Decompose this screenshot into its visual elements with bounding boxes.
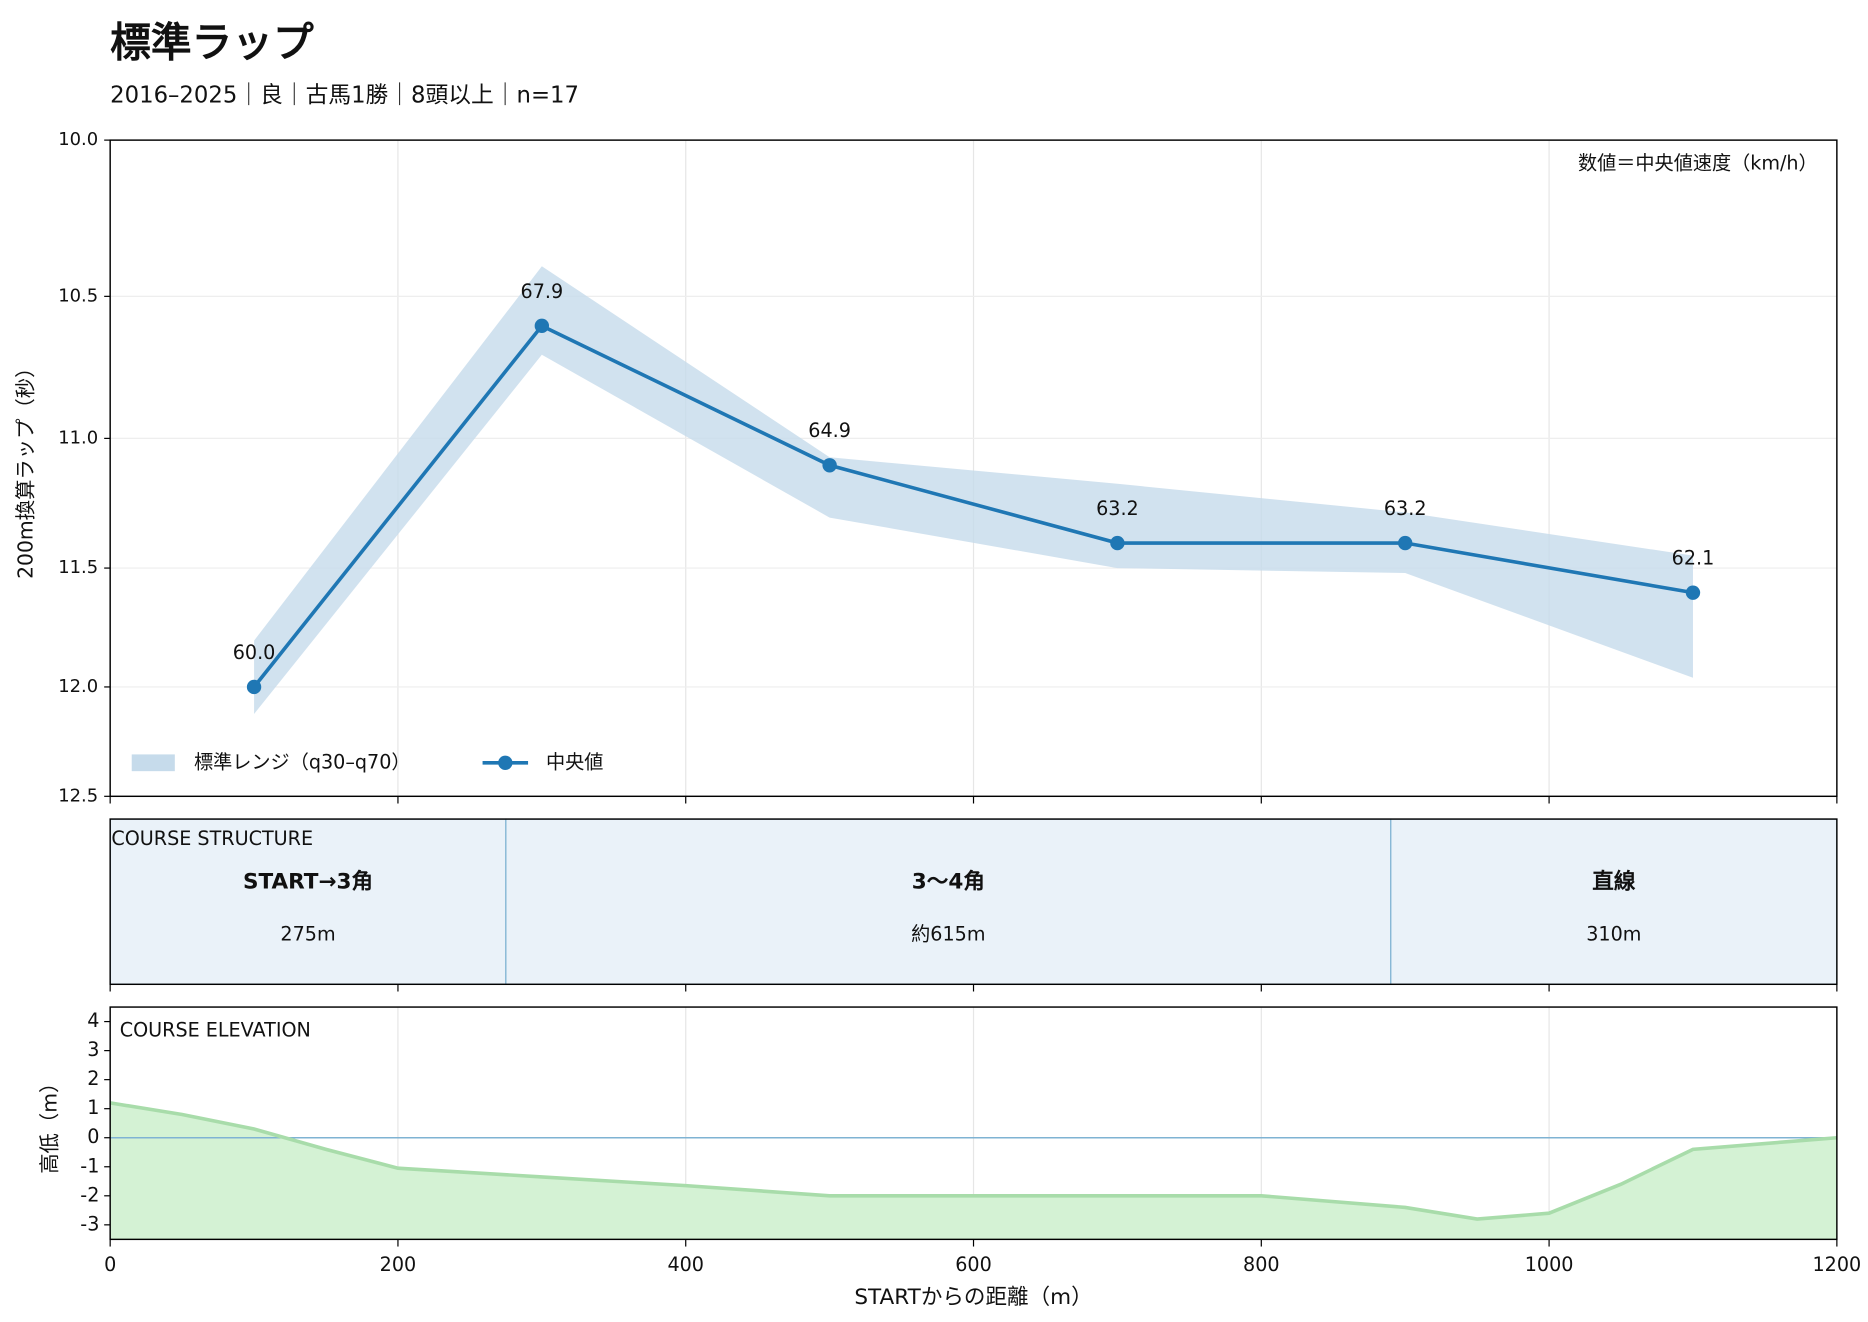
elevation-line <box>109 1101 1838 1221</box>
section <box>505 818 1392 985</box>
elevation-area <box>110 1102 1837 1240</box>
y-tick-label: 12.0 <box>58 676 98 697</box>
median-point <box>822 458 837 473</box>
section-length: 約615m <box>911 923 985 946</box>
section-name: 3〜4角 <box>912 869 985 895</box>
x-tick-label: 800 <box>1243 1253 1280 1276</box>
median-point <box>1110 535 1125 551</box>
median-line <box>252 323 1694 689</box>
annotation: 数値＝中央値速度（km/h） <box>1578 152 1818 175</box>
y-tick-label: -1 <box>80 1154 99 1177</box>
range-band <box>254 266 1693 715</box>
legend-label: 中央値 <box>546 750 603 773</box>
speed-label: 62.1 <box>1672 547 1715 570</box>
panel-frame <box>109 818 1838 986</box>
y-tick-label: 4 <box>87 1009 99 1032</box>
section <box>1390 818 1838 985</box>
plot-frame <box>109 139 1838 798</box>
x-tick-label: 600 <box>955 1253 992 1276</box>
speed-label: 60.0 <box>233 641 276 664</box>
y-axis-label: 200m換算ラップ（秒） <box>13 358 37 579</box>
page-title: 標準ラップ <box>110 19 314 67</box>
x-tick-label: 400 <box>667 1253 704 1276</box>
median-point <box>246 679 262 695</box>
panel-title: COURSE ELEVATION <box>120 1019 311 1042</box>
panel-title: COURSE STRUCTURE <box>111 827 313 850</box>
x-tick-label: 0 <box>104 1253 116 1276</box>
y-tick-label: 1 <box>87 1096 99 1119</box>
median-point <box>1398 535 1413 551</box>
section-name: START→3角 <box>243 869 373 895</box>
legend-label: 標準レンジ（q30–q70） <box>194 750 411 773</box>
legend-swatch <box>131 754 175 772</box>
y-tick-label: 10.0 <box>58 129 98 150</box>
median-point <box>534 318 550 334</box>
y-tick-label: 0 <box>87 1125 99 1148</box>
x-tick-label: 1200 <box>1813 1253 1862 1276</box>
legend-marker <box>498 755 513 770</box>
y-axis-label: 高低（m） <box>37 1073 61 1174</box>
y-tick-label: -3 <box>80 1212 99 1235</box>
y-tick-label: 10.5 <box>58 285 98 306</box>
subtitle: 2016–2025｜良｜古馬1勝｜8頭以上｜n=17 <box>110 82 579 108</box>
y-tick-label: 11.0 <box>58 427 98 448</box>
x-tick-label: 1000 <box>1525 1253 1574 1276</box>
section-name: 直線 <box>1592 869 1636 895</box>
x-axis-label: STARTからの距離（m） <box>854 1285 1092 1310</box>
speed-label: 67.9 <box>521 280 564 303</box>
section-length: 275m <box>280 923 335 946</box>
speed-label: 63.2 <box>1384 497 1427 520</box>
x-tick-label: 200 <box>380 1253 417 1276</box>
section-length: 310m <box>1586 923 1641 946</box>
speed-label: 64.9 <box>808 419 851 442</box>
y-tick-label: 3 <box>87 1038 99 1061</box>
y-tick-label: 2 <box>87 1067 99 1090</box>
y-tick-label: 11.5 <box>58 557 98 578</box>
median-point <box>1685 585 1701 600</box>
y-tick-label: 12.5 <box>58 785 98 806</box>
speed-label: 63.2 <box>1096 497 1139 520</box>
section <box>109 818 507 985</box>
plot-frame <box>109 1006 1838 1241</box>
y-tick-label: -2 <box>80 1183 99 1206</box>
